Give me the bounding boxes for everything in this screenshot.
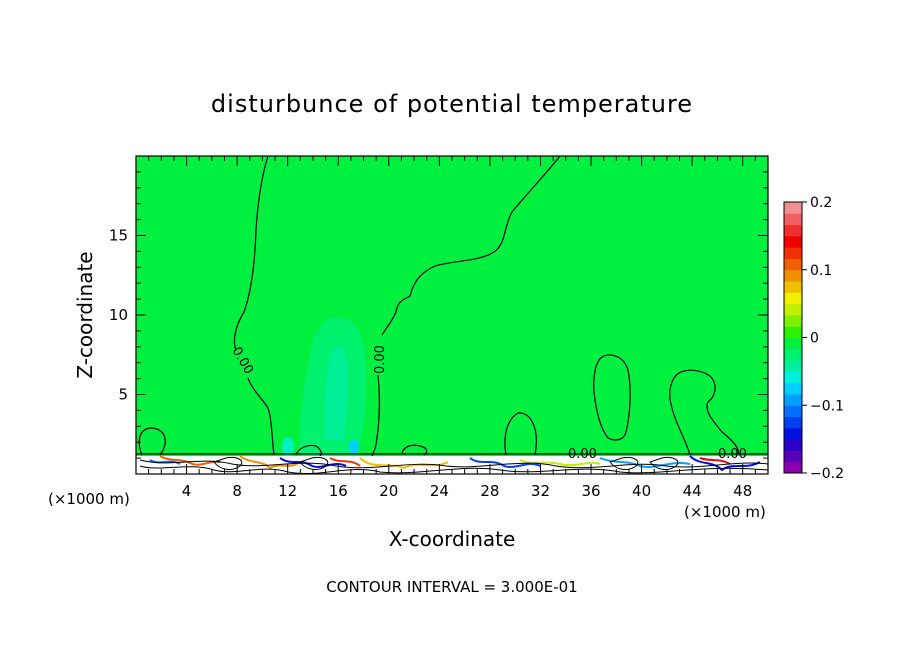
x-tick-label: 32 bbox=[531, 482, 550, 500]
colorbar-swatch bbox=[784, 337, 802, 350]
colorbar-swatch bbox=[784, 393, 802, 406]
colorbar-swatch bbox=[784, 224, 802, 237]
x-tick-label: 8 bbox=[232, 482, 242, 500]
colorbar-swatch bbox=[784, 461, 802, 474]
x-axis-unit: (×1000 m) bbox=[48, 490, 130, 508]
colorbar-swatch bbox=[784, 405, 802, 418]
colorbar-tick-label: 0.1 bbox=[810, 263, 832, 279]
colorbar-swatch bbox=[784, 247, 802, 259]
colorbar-tick-label: 0.2 bbox=[810, 195, 832, 211]
colorbar-swatch bbox=[784, 427, 802, 440]
colorbar-swatch bbox=[784, 371, 802, 384]
x-tick-label: 44 bbox=[683, 482, 702, 500]
colorbar-swatch bbox=[784, 439, 802, 451]
x-tick-label: 12 bbox=[278, 482, 297, 500]
colorbar-swatch bbox=[784, 314, 802, 327]
x-tick-label: 24 bbox=[430, 482, 449, 500]
contour-label: 0.00 bbox=[373, 345, 388, 374]
colorbar-swatch bbox=[784, 202, 802, 214]
colorbar-swatch bbox=[784, 450, 802, 463]
colorbar-swatch bbox=[784, 360, 802, 372]
colorbar-swatch bbox=[784, 269, 802, 282]
contour-label: 0.00 bbox=[718, 447, 747, 462]
zero-region-right bbox=[372, 156, 768, 456]
colorbar-swatch bbox=[784, 348, 802, 361]
colorbar-swatch bbox=[784, 213, 802, 226]
colorbar-swatch bbox=[784, 235, 802, 248]
y-axis-label: Z-coordinate bbox=[73, 251, 97, 378]
contour-interval-note: CONTOUR INTERVAL = 3.000E-01 bbox=[326, 578, 577, 596]
colorbar-swatch bbox=[784, 416, 802, 429]
chart-title: disturbunce of potential temperature bbox=[211, 90, 693, 118]
x-axis-label: X-coordinate bbox=[389, 527, 516, 551]
colorbar-swatch bbox=[784, 382, 802, 395]
y-tick-label: 15 bbox=[109, 227, 128, 245]
colorbar-swatch bbox=[784, 258, 802, 271]
x-tick-label: 48 bbox=[733, 482, 752, 500]
contour-label: 0.00 bbox=[568, 447, 597, 462]
colorbar-swatch bbox=[784, 326, 802, 338]
surface-noise bbox=[139, 455, 768, 474]
x-axis: 4 8 12 16 20 24 28 32 36 40 44 48 bbox=[148, 156, 756, 500]
x-tick-label: 40 bbox=[632, 482, 651, 500]
colorbar-tick-label: −0.2 bbox=[810, 466, 844, 482]
cool-plume-core bbox=[323, 346, 348, 440]
x-tick-label: 4 bbox=[182, 482, 192, 500]
colorbar-swatch bbox=[784, 281, 802, 293]
colorbar-swatch bbox=[784, 303, 802, 316]
colorbar-tick-label: −0.1 bbox=[810, 398, 844, 414]
plot-area: 0.00 0.00 0.00 0.00 bbox=[136, 156, 768, 474]
contour-lines bbox=[136, 156, 768, 457]
cool-blob bbox=[282, 437, 294, 457]
y-axis-unit: (×1000 m) bbox=[684, 503, 766, 521]
cool-blob bbox=[349, 440, 359, 454]
x-tick-label: 16 bbox=[329, 482, 348, 500]
y-tick-label: 5 bbox=[118, 386, 128, 404]
colorbar-swatch bbox=[784, 292, 802, 305]
colorbar-tick-label: 0 bbox=[810, 331, 819, 347]
y-tick-label: 10 bbox=[109, 306, 128, 324]
x-tick-label: 36 bbox=[581, 482, 600, 500]
x-tick-label: 20 bbox=[379, 482, 398, 500]
y-axis: 5 10 15 bbox=[109, 171, 768, 459]
colorbar: 0.2 0.1 0 −0.1 −0.2 bbox=[783, 195, 844, 482]
x-tick-label: 28 bbox=[480, 482, 499, 500]
